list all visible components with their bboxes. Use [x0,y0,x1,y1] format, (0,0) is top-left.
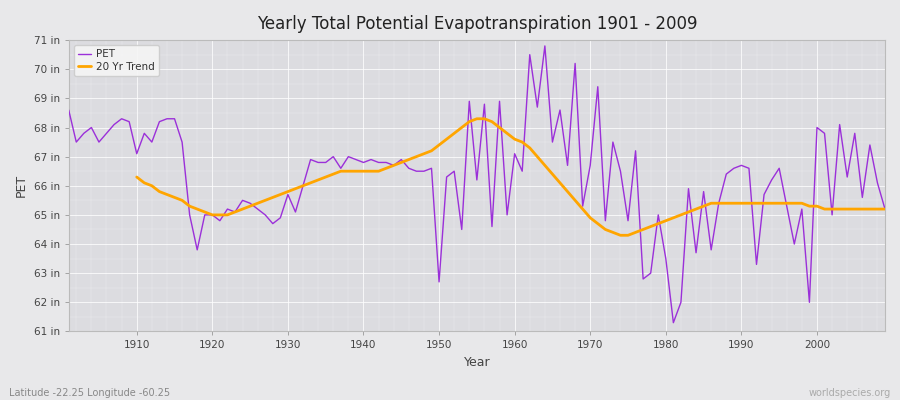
PET [509,151,520,156]
20 Yr Trend [585,216,596,220]
20 Yr Trend [879,207,890,212]
PET [879,207,890,212]
PET [290,210,301,214]
20 Yr Trend [834,207,845,212]
PET [124,119,135,124]
PET [608,140,618,144]
Text: Latitude -22.25 Longitude -60.25: Latitude -22.25 Longitude -60.25 [9,388,170,398]
20 Yr Trend [615,233,626,238]
20 Yr Trend [274,192,285,197]
PET [336,166,346,171]
20 Yr Trend [131,175,142,180]
20 Yr Trend [857,207,868,212]
Line: PET: PET [68,46,885,323]
X-axis label: Year: Year [464,356,490,369]
20 Yr Trend [305,180,316,185]
Title: Yearly Total Potential Evapotranspiration 1901 - 2009: Yearly Total Potential Evapotranspiratio… [256,15,698,33]
20 Yr Trend [525,146,535,150]
20 Yr Trend [472,116,482,121]
PET [668,320,679,325]
Legend: PET, 20 Yr Trend: PET, 20 Yr Trend [74,45,158,76]
PET [501,212,512,217]
Y-axis label: PET: PET [15,174,28,197]
Line: 20 Yr Trend: 20 Yr Trend [137,119,885,235]
PET [63,108,74,112]
Text: worldspecies.org: worldspecies.org [809,388,891,398]
PET [539,44,550,48]
